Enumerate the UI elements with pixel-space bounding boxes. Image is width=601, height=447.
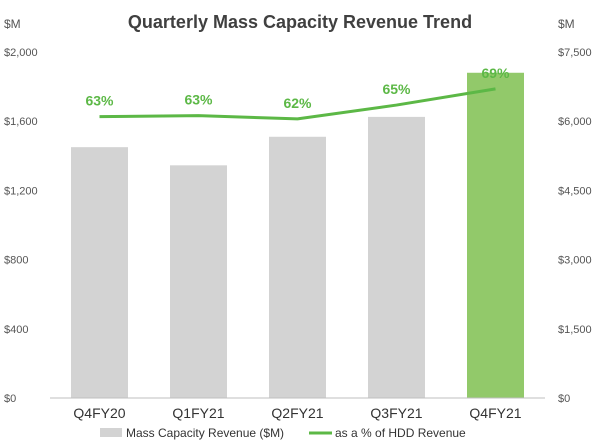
- line-data-label: 65%: [382, 81, 411, 97]
- line-data-label: 63%: [184, 92, 213, 108]
- legend-label-line: as a % of HDD Revenue: [335, 426, 466, 440]
- right-tick-label: $6,000: [558, 116, 592, 128]
- x-tick-label: Q4FY20: [73, 405, 125, 421]
- bar-q4fy20: [71, 147, 128, 398]
- bar-q3fy21: [368, 116, 425, 398]
- left-tick-label: $0: [4, 393, 16, 405]
- bar-series: [71, 72, 524, 398]
- bar-q2fy21: [269, 136, 326, 398]
- x-tick-label: Q1FY21: [172, 405, 224, 421]
- bar-q4fy21: [467, 72, 524, 398]
- chart-title: Quarterly Mass Capacity Revenue Trend: [128, 12, 472, 32]
- left-tick-label: $400: [4, 324, 28, 336]
- right-tick-label: $0: [558, 393, 570, 405]
- legend-swatch-bar: [100, 428, 122, 437]
- line-data-labels: 63% 63% 62% 65% 69%: [85, 65, 510, 111]
- line-series: [99, 87, 496, 121]
- x-tick-label: Q2FY21: [271, 405, 323, 421]
- x-tick-label: Q3FY21: [370, 405, 422, 421]
- left-axis: $0 $400 $800 $1,200 $1,600 $2,000: [4, 47, 38, 405]
- line-data-label: 69%: [481, 65, 510, 81]
- right-axis: $0 $1,500 $3,000 $4,500 $6,000 $7,500: [558, 47, 592, 405]
- left-tick-label: $2,000: [4, 47, 38, 59]
- left-tick-label: $800: [4, 255, 28, 267]
- x-tick-label: Q4FY21: [469, 405, 521, 421]
- left-tick-label: $1,200: [4, 185, 38, 197]
- legend-label-bar: Mass Capacity Revenue ($M): [126, 426, 284, 440]
- right-axis-unit: $M: [558, 17, 575, 31]
- x-axis: Q4FY20 Q1FY21 Q2FY21 Q3FY21 Q4FY21: [73, 405, 521, 421]
- right-tick-label: $4,500: [558, 185, 592, 197]
- legend: Mass Capacity Revenue ($M) as a % of HDD…: [100, 426, 466, 440]
- right-tick-label: $1,500: [558, 324, 592, 336]
- right-tick-label: $7,500: [558, 47, 592, 59]
- right-tick-label: $3,000: [558, 255, 592, 267]
- left-tick-label: $1,600: [4, 116, 38, 128]
- line-data-label: 62%: [283, 95, 312, 111]
- bar-q1fy21: [170, 165, 227, 398]
- line-data-label: 63%: [85, 93, 114, 109]
- left-axis-unit: $M: [4, 17, 21, 31]
